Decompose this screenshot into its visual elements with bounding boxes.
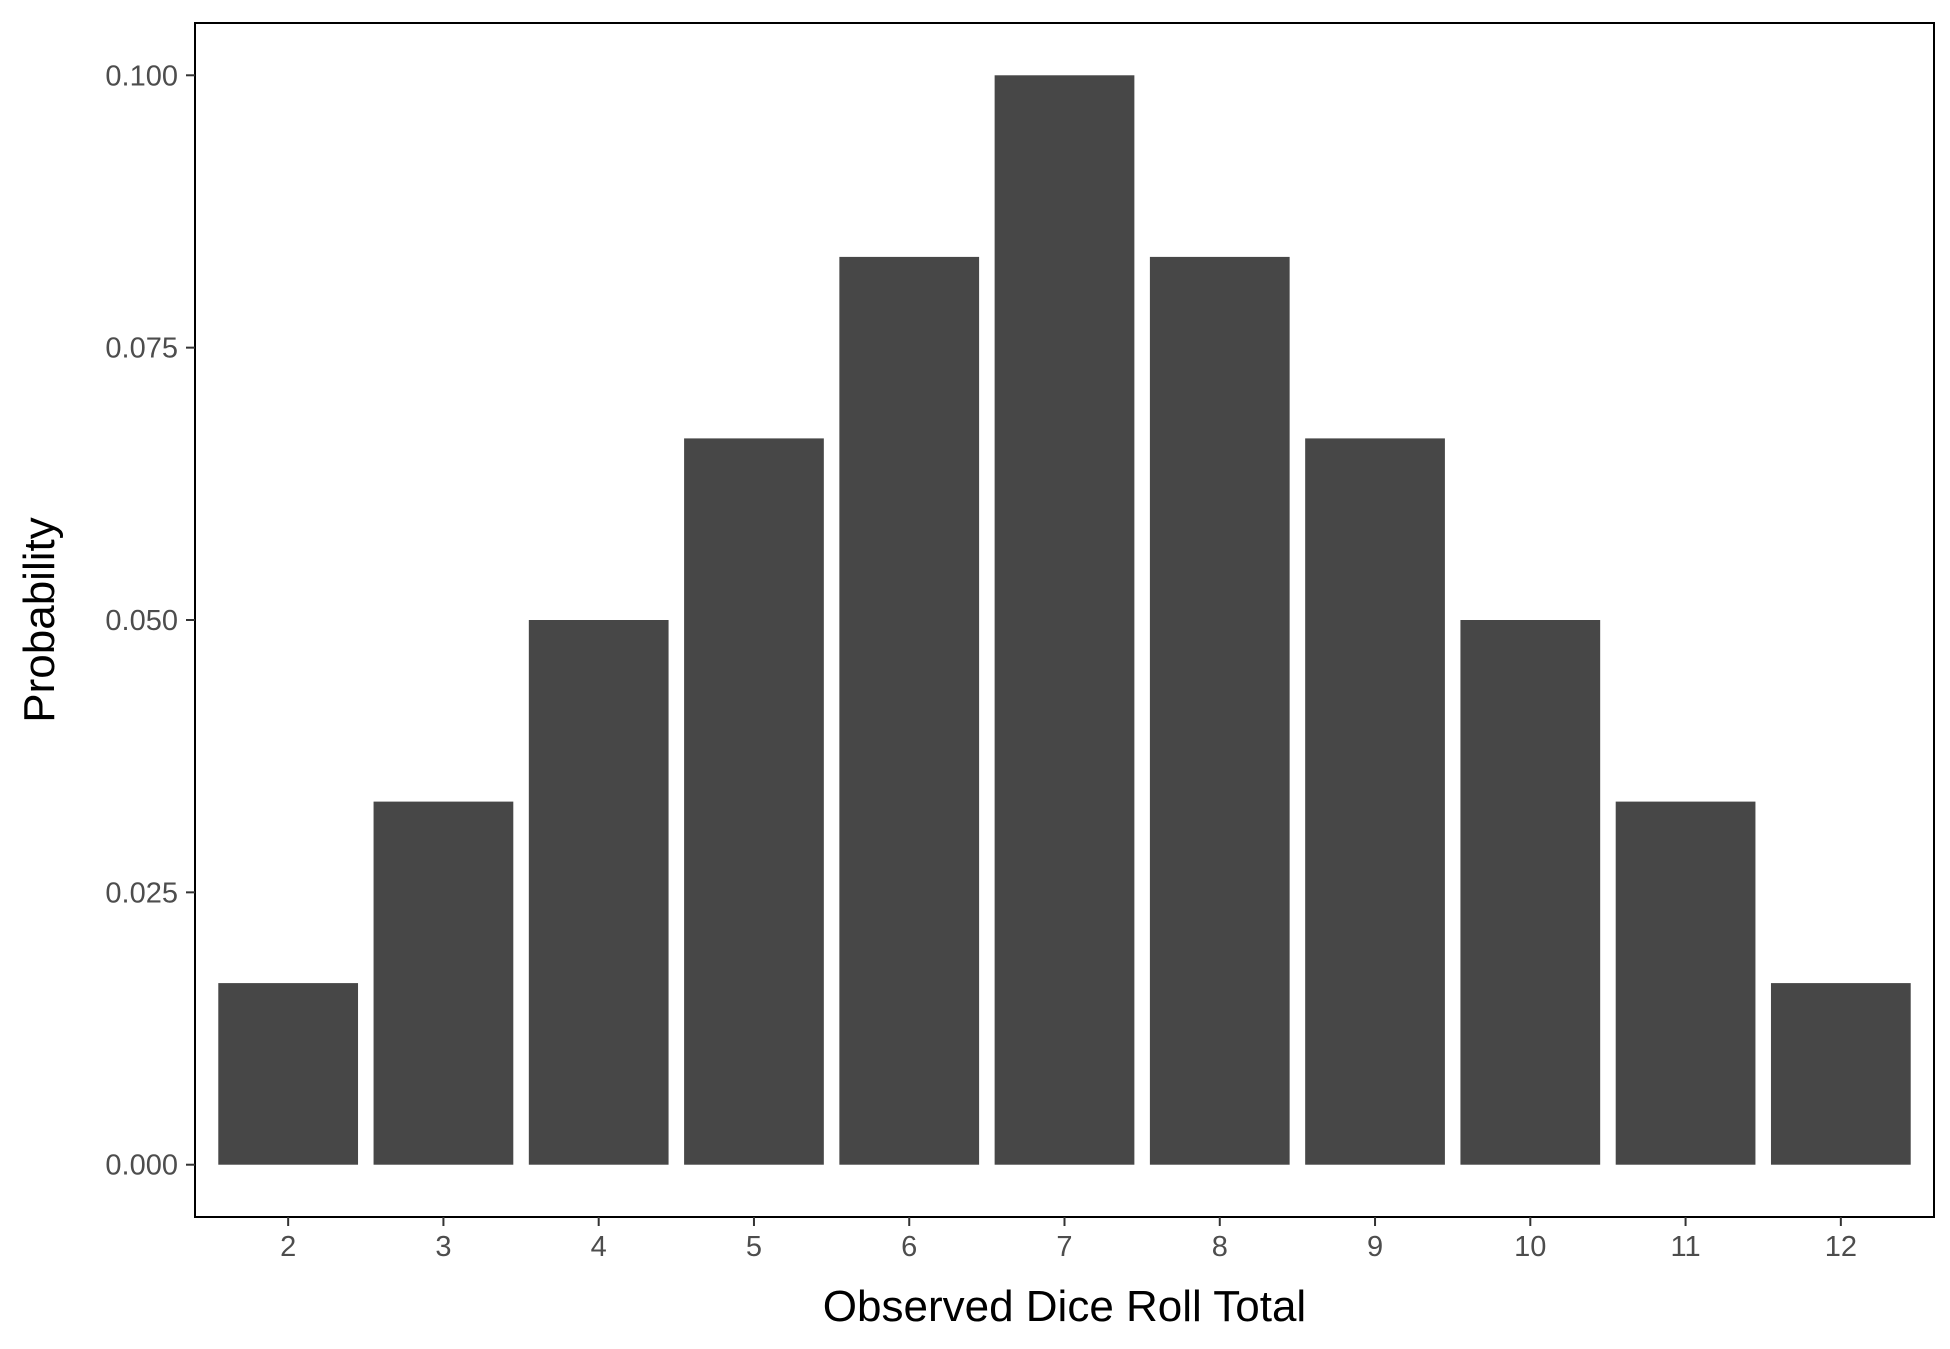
y-axis: 0.000 0.025 0.050 0.075 0.100	[105, 60, 195, 1182]
y-tick-label: 0.050	[105, 605, 178, 637]
y-tick-label: 0.075	[105, 333, 178, 365]
bars-group	[218, 75, 1911, 1165]
y-axis-title: Probability	[15, 517, 64, 722]
x-axis-title: Observed Dice Roll Total	[823, 1282, 1306, 1331]
x-tick-label: 5	[746, 1231, 762, 1263]
bar-8	[1149, 256, 1290, 1165]
bar-9	[1305, 438, 1445, 1165]
bar-4	[528, 620, 669, 1165]
x-tick-label: 3	[435, 1231, 451, 1263]
bar-7	[994, 75, 1135, 1165]
x-tick-label: 4	[591, 1231, 607, 1263]
x-tick-label: 10	[1514, 1231, 1546, 1263]
bar-5	[684, 438, 824, 1165]
x-tick-label: 7	[1056, 1231, 1072, 1263]
y-tick-label: 0.000	[105, 1150, 178, 1182]
bar-6	[839, 256, 980, 1165]
x-axis: 2 3 4 5 6 7 8 9 10 11 12	[280, 1217, 1857, 1263]
y-tick-label: 0.025	[105, 877, 178, 909]
bar-11	[1615, 801, 1756, 1165]
x-tick-label: 8	[1212, 1231, 1228, 1263]
x-tick-label: 12	[1825, 1231, 1857, 1263]
bar-10	[1460, 620, 1601, 1165]
y-tick-label: 0.100	[105, 60, 178, 92]
x-tick-label: 9	[1367, 1231, 1383, 1263]
bar-3	[373, 801, 514, 1165]
bar-12	[1770, 983, 1911, 1165]
bar-2	[218, 983, 359, 1165]
x-tick-label: 2	[280, 1231, 296, 1263]
x-tick-label: 6	[901, 1231, 917, 1263]
x-tick-label: 11	[1671, 1231, 1701, 1263]
